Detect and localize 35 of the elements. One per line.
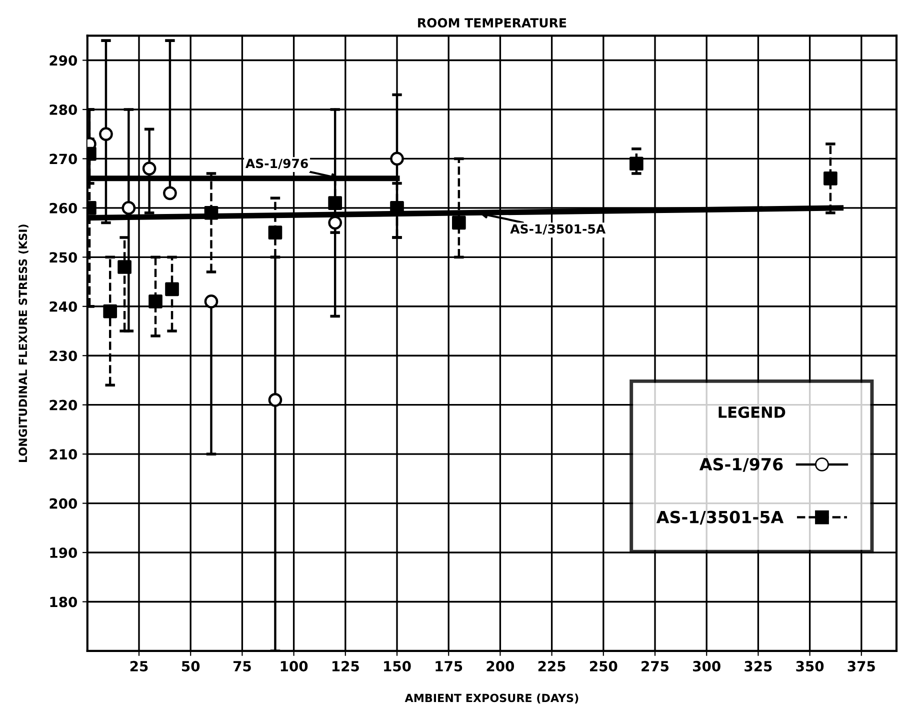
chart-title: ROOM TEMPERATURE: [418, 18, 566, 28]
x-tick-label: 175: [436, 661, 462, 672]
y-tick-label: 200: [50, 498, 78, 509]
legend-label: AS-1/3501-5A: [656, 510, 784, 525]
y-tick-label: 250: [50, 252, 78, 263]
x-axis-title: AMBIENT EXPOSURE (DAYS): [404, 694, 578, 704]
x-tick-label: 250: [590, 660, 618, 672]
legend-title: LEGEND: [718, 406, 786, 418]
x-tick-label: 225: [538, 660, 566, 672]
legend-label: AS-1/976: [699, 458, 783, 472]
y-axis-title: LONGITUDINAL FLEXURE STRESS (KSI): [18, 224, 28, 462]
y-tick-label: 210: [50, 449, 78, 460]
x-tick-label: 275: [642, 660, 669, 672]
annotation: AS-1/3501-5A: [510, 224, 606, 235]
x-tick-label: 200: [486, 660, 514, 672]
x-tick-label: 125: [332, 660, 359, 672]
x-tick-label: 50: [182, 660, 200, 672]
y-tick-label: 290: [50, 55, 78, 66]
x-tick-label: 350: [796, 660, 824, 672]
x-tick-label: 100: [280, 660, 308, 672]
x-tick-label: 150: [384, 660, 411, 672]
y-tick-label: 260: [50, 202, 78, 214]
x-tick-label: 25: [130, 660, 148, 672]
x-tick-label: 375: [848, 660, 875, 672]
x-tick-label: 300: [693, 660, 720, 672]
y-tick-label: 220: [50, 400, 78, 410]
y-tick-label: 240: [50, 301, 78, 312]
y-tick-label: 180: [50, 596, 78, 608]
y-tick-label: 280: [50, 104, 78, 115]
annotation: AS-1/976: [245, 158, 308, 170]
x-tick-label: 325: [744, 660, 772, 672]
y-tick-label: 190: [50, 547, 78, 558]
y-tick-label: 270: [50, 154, 78, 164]
y-tick-label: 230: [50, 350, 78, 362]
x-tick-label: 75: [233, 661, 251, 672]
